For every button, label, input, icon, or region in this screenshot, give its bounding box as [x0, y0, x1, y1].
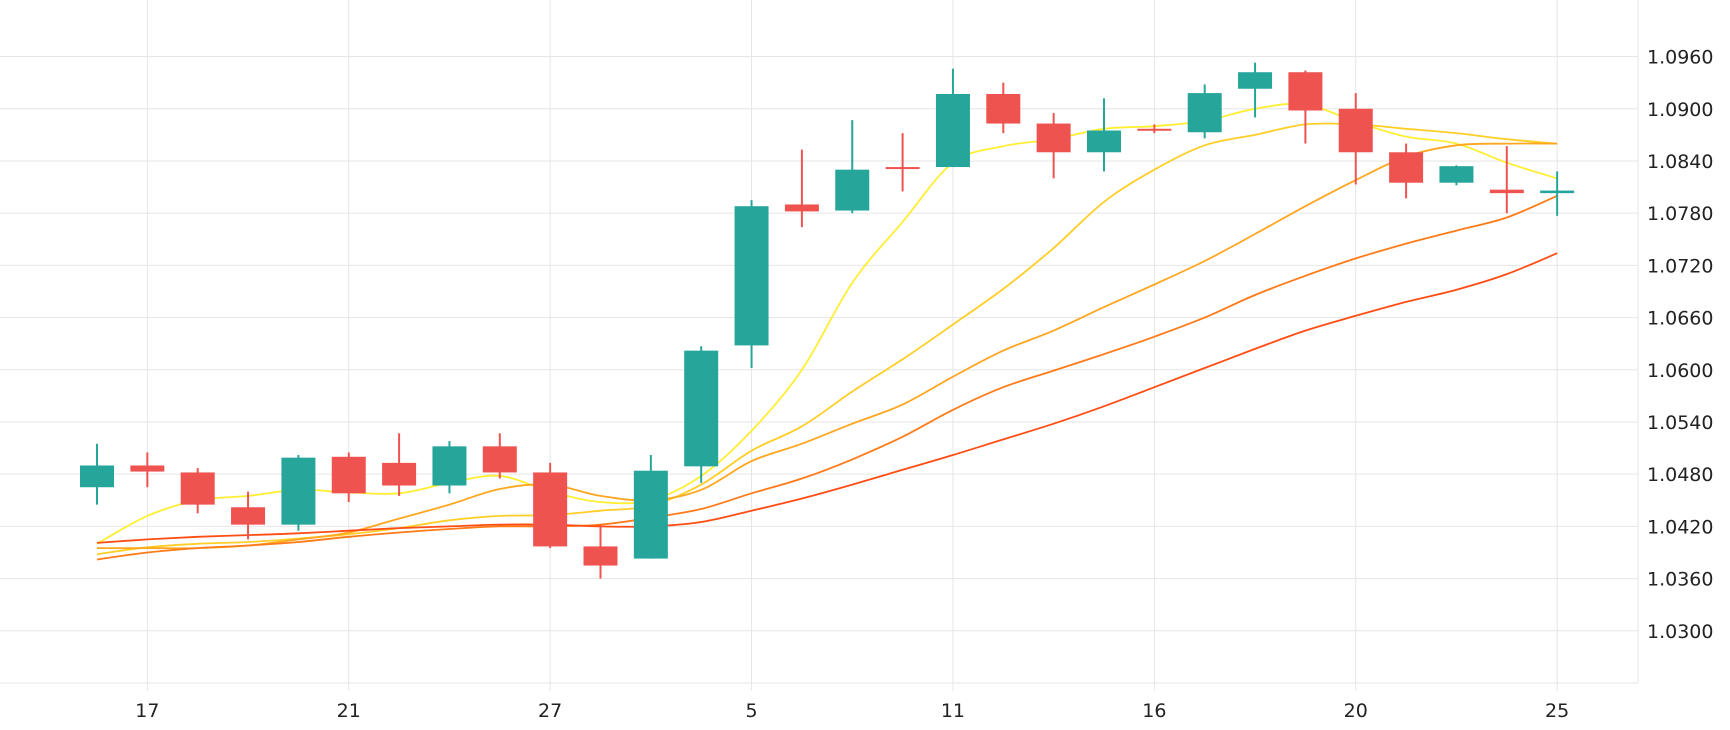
candle-body: [1540, 190, 1575, 194]
candle: [1338, 93, 1373, 185]
candle: [1540, 171, 1575, 216]
candle: [734, 200, 769, 369]
y-tick-label: 1.0960: [1647, 47, 1713, 69]
candle: [130, 452, 165, 488]
candle-body: [734, 206, 769, 346]
grid: [0, 0, 1638, 683]
candle-body: [1338, 108, 1373, 153]
candle: [432, 441, 467, 494]
candle: [331, 452, 366, 503]
candle: [1036, 113, 1071, 179]
candle: [231, 491, 266, 540]
y-tick-label: 1.0660: [1647, 308, 1713, 330]
candle-body: [533, 472, 568, 547]
moving-average-line-4: [96, 194, 1558, 561]
candle: [281, 455, 316, 531]
candle: [935, 68, 970, 168]
y-tick-label: 1.0840: [1647, 151, 1713, 173]
y-tick-label: 1.0900: [1647, 99, 1713, 121]
candle-body: [281, 457, 316, 525]
candle-body: [1489, 189, 1524, 194]
candle-body: [130, 465, 165, 472]
candle-body: [835, 169, 870, 211]
moving-average-lines: [96, 102, 1558, 561]
candle: [1288, 70, 1323, 144]
candle-body: [1389, 152, 1424, 183]
candle-body: [885, 167, 920, 170]
moving-average-line-1: [96, 102, 1558, 545]
y-tick-label: 1.0420: [1647, 516, 1713, 538]
candle: [482, 433, 517, 479]
candle: [684, 346, 719, 483]
candle-body: [432, 446, 467, 486]
candle-body: [1288, 72, 1323, 111]
candle-body: [784, 204, 819, 212]
candle-body: [1036, 123, 1071, 153]
candle-body: [180, 472, 215, 505]
candle-body: [1238, 72, 1273, 89]
candle-body: [583, 546, 618, 566]
x-tick-label: 16: [1142, 700, 1166, 722]
candle-body: [1187, 93, 1222, 133]
candle: [1489, 146, 1524, 214]
y-tick-label: 1.0720: [1647, 255, 1713, 277]
candle: [583, 524, 618, 579]
candle-body: [684, 350, 719, 467]
x-tick-label: 11: [941, 700, 965, 722]
candle: [986, 82, 1021, 134]
x-tick-label: 20: [1344, 700, 1368, 722]
candle: [835, 120, 870, 214]
candle: [1439, 165, 1474, 186]
candle-body: [231, 507, 266, 525]
candle-body: [80, 465, 114, 488]
candle: [80, 443, 114, 505]
candle: [633, 455, 668, 559]
y-tick-label: 1.0300: [1647, 621, 1713, 643]
x-tick-label: 21: [337, 700, 361, 722]
candle-body: [1439, 166, 1474, 183]
x-tick-label: 5: [746, 700, 758, 722]
candle-body: [382, 462, 417, 486]
axes: 1.0960 1.0900 1.0840 1.0780 1.0720 1.0660 1.06…: [0, 0, 1713, 722]
x-tick-label: 25: [1545, 700, 1569, 722]
y-tick-label: 1.0540: [1647, 412, 1713, 434]
candle-body: [1087, 130, 1121, 153]
candle: [533, 462, 568, 549]
candle: [1389, 143, 1424, 199]
candle-body: [482, 446, 517, 473]
moving-average-line-2: [96, 122, 1558, 556]
y-tick-label: 1.0360: [1647, 569, 1713, 591]
candle: [180, 468, 215, 514]
candle-body: [331, 456, 366, 494]
y-tick-label: 1.0600: [1647, 360, 1713, 382]
candle: [1087, 98, 1121, 172]
candle: [382, 433, 417, 496]
x-tick-label: 27: [538, 700, 562, 722]
candles: [80, 62, 1575, 579]
y-tick-label: 1.0480: [1647, 464, 1713, 486]
moving-average-line-3: [96, 142, 1558, 550]
candle: [784, 149, 819, 228]
candle-body: [935, 93, 970, 168]
moving-average-line-5: [96, 252, 1558, 544]
candle: [885, 133, 920, 192]
candle-body: [633, 470, 668, 559]
candle: [1137, 124, 1172, 134]
candle: [1187, 84, 1222, 139]
candle-body: [1137, 128, 1172, 131]
x-tick-label: 17: [135, 700, 159, 722]
y-tick-label: 1.0780: [1647, 203, 1713, 225]
candle-body: [986, 93, 1021, 124]
candle: [1238, 62, 1273, 118]
